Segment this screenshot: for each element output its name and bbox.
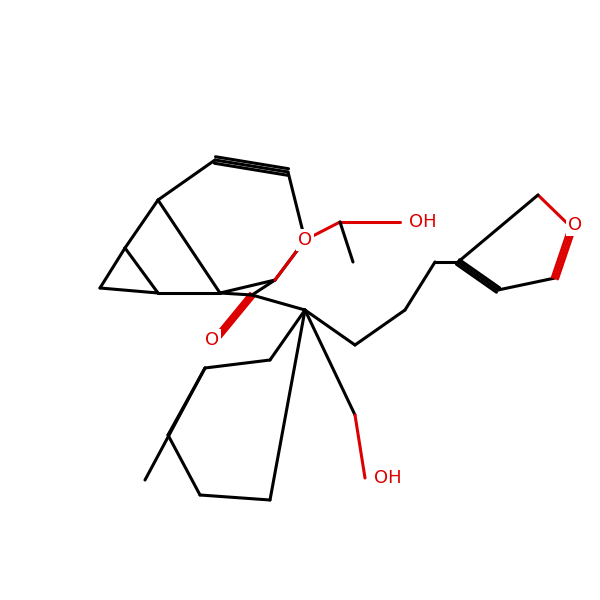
- Text: OH: OH: [409, 213, 437, 231]
- Text: OH: OH: [374, 469, 401, 487]
- Text: O: O: [298, 231, 312, 249]
- Text: O: O: [568, 216, 582, 234]
- Text: O: O: [205, 331, 219, 349]
